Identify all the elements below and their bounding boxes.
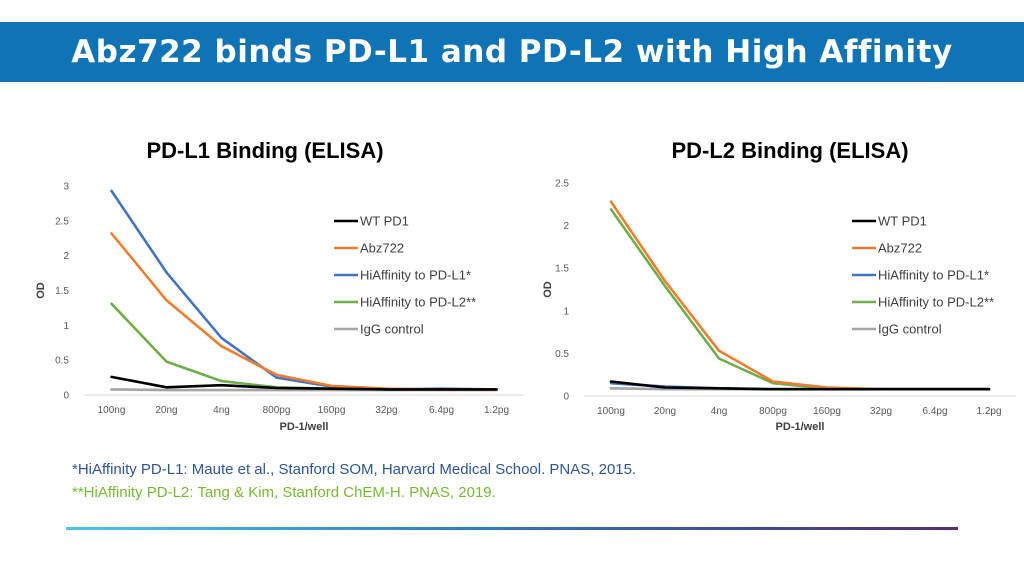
chart-1-x-tick-20ng: 20ng: [155, 405, 177, 416]
chart-1-x-tick-4ng: 4ng: [213, 405, 230, 416]
chart-1-y-tick-0-5: 0.5: [55, 356, 69, 367]
chart-1-y-axis-label: OD: [35, 282, 47, 299]
chart-2-x-tick-160pg: 160pg: [813, 406, 841, 417]
chart-1-x-tick-32pg: 32pg: [375, 405, 397, 416]
chart-1-y-tick-0: 0: [63, 391, 69, 402]
chart-1-x-tick-6-4pg: 6.4pg: [429, 405, 454, 416]
chart-2-series-wt-pd1-line: [609, 380, 991, 391]
chart-2-x-tick-1-2pg: 1.2pg: [976, 406, 1001, 417]
chart-1-legend-label-wt-pd1: WT PD1: [360, 214, 409, 229]
footnote-hiaffinity-pd-l1: *HiAffinity PD-L1: Maute et al., Stanfor…: [72, 461, 637, 478]
chart-1-y-tick-1: 1: [63, 321, 69, 332]
chart-2-y-axis-label: OD: [542, 281, 554, 298]
chart-2-x-axis-label: PD-1/well: [776, 421, 825, 433]
chart-1-legend-label-hiaffinity-to-pd-l1: HiAffinity to PD-L1*: [360, 268, 471, 283]
chart-1-series-hiaffinity-to-pd-l2-line: [110, 302, 498, 391]
bottom-divider: [66, 527, 958, 530]
chart-2-x-tick-32pg: 32pg: [870, 406, 892, 417]
chart-1-y-tick-3: 3: [63, 182, 69, 193]
chart-2-legend-label-abz722: Abz722: [878, 241, 922, 256]
chart-2-y-tick-2-5: 2.5: [555, 179, 569, 190]
chart-2-x-tick-800pg: 800pg: [759, 406, 787, 417]
chart-2-y-tick-2: 2: [563, 221, 569, 232]
title-bar: Abz722 binds PD-L1 and PD-L2 with High A…: [0, 22, 1024, 82]
chart-2-y-tick-1: 1: [563, 306, 569, 317]
chart-1-y-tick-1-5: 1.5: [55, 286, 69, 297]
chart-2-x-tick-4ng: 4ng: [711, 406, 728, 417]
chart-1-x-tick-1-2pg: 1.2pg: [484, 405, 509, 416]
chart-1-x-axis-label: PD-1/well: [280, 421, 329, 433]
chart-2-x-tick-6-4pg: 6.4pg: [922, 406, 947, 417]
chart-2-legend-label-hiaffinity-to-pd-l1: HiAffinity to PD-L1*: [878, 268, 989, 283]
chart-2-x-tick-100ng: 100ng: [597, 406, 625, 417]
chart-2-y-tick-1-5: 1.5: [555, 264, 569, 275]
chart-2-y-tick-0: 0: [563, 392, 569, 403]
chart-2-legend-label-igg-control: IgG control: [878, 322, 942, 337]
chart-2-x-tick-20ng: 20ng: [654, 406, 676, 417]
chart-1-series-hiaffinity-to-pd-l1-line: [110, 189, 498, 391]
chart-1-legend-label-abz722: Abz722: [360, 241, 404, 256]
chart-1-legend-label-igg-control: IgG control: [360, 322, 424, 337]
chart-1-series-abz722-line: [110, 232, 498, 391]
chart-2-y-tick-0-5: 0.5: [555, 349, 569, 360]
chart-1-title: PD-L1 Binding (ELISA): [146, 138, 383, 163]
chart-2-title: PD-L2 Binding (ELISA): [671, 138, 908, 163]
slide-title: Abz722 binds PD-L1 and PD-L2 with High A…: [71, 34, 953, 70]
chart-1-x-tick-160pg: 160pg: [318, 405, 346, 416]
chart-1-series-wt-pd1-line: [110, 375, 498, 391]
chart-2-legend-label-hiaffinity-to-pd-l2: HiAffinity to PD-L2**: [878, 295, 994, 310]
chart-2-legend-label-wt-pd1: WT PD1: [878, 214, 927, 229]
footnote-hiaffinity-pd-l2: **HiAffinity PD-L2: Tang & Kim, Stanford…: [72, 484, 496, 501]
chart-1-y-tick-2-5: 2.5: [55, 216, 69, 227]
chart-1-x-tick-100ng: 100ng: [98, 405, 126, 416]
chart-1-legend-label-hiaffinity-to-pd-l2: HiAffinity to PD-L2**: [360, 295, 476, 310]
chart-1-x-tick-800pg: 800pg: [263, 405, 291, 416]
chart-1-y-tick-2: 2: [63, 251, 69, 262]
